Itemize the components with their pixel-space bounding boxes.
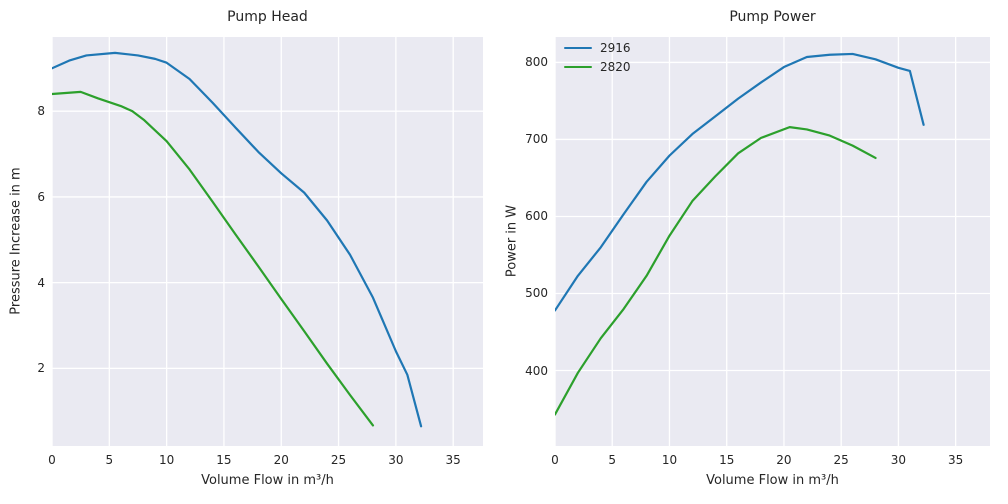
x-tick-label-25: 25 (833, 453, 849, 467)
chart-title-pump-power: Pump Power (729, 9, 816, 25)
x-axis-label-volume-flow: Volume Flow in m³/h (201, 473, 334, 488)
plot-area-pump-power (555, 37, 990, 446)
x-tick-label-30: 30 (388, 453, 404, 467)
chart-title-pump-head: Pump Head (227, 9, 308, 25)
plot-canvas (555, 37, 990, 446)
y-tick-label-6: 6 (37, 189, 45, 204)
y-tick-label-400: 400 (525, 363, 548, 378)
x-tick-label-15: 15 (719, 453, 735, 467)
x-tick-label-0: 0 (551, 453, 559, 467)
x-tick-label-10: 10 (661, 453, 678, 467)
series-line-2820 (555, 126, 877, 416)
legend-label-2820: 2820 (600, 60, 631, 74)
legend-label-2916: 2916 (600, 41, 631, 55)
x-tick-label-30: 30 (890, 453, 907, 467)
y-axis-label-power: Power in W (504, 204, 520, 278)
y-tick-label-2: 2 (37, 361, 45, 376)
y-tick-label-700: 700 (525, 132, 548, 147)
legend-line-2916 (564, 46, 592, 50)
legend-line-2820 (564, 65, 592, 69)
y-tick-label-600: 600 (525, 209, 548, 224)
y-tick-label-8: 8 (37, 104, 45, 119)
x-tick-label-20: 20 (776, 453, 792, 467)
x-tick-label-20: 20 (273, 453, 289, 467)
legend: 2916 2820 (564, 41, 631, 74)
series-line-2820 (52, 90, 375, 427)
x-axis-label-volume-flow: Volume Flow in m³/h (706, 473, 839, 488)
series-line-2916 (52, 51, 423, 428)
legend-item-2916: 2916 (564, 41, 631, 55)
y-tick-label-4: 4 (37, 275, 45, 290)
x-tick-label-35: 35 (445, 453, 461, 467)
series-line-2916 (555, 52, 925, 312)
plot-area-pump-head (52, 37, 483, 446)
y-tick-label-500: 500 (525, 286, 548, 301)
legend-item-2820: 2820 (564, 60, 631, 74)
y-tick-label-800: 800 (525, 55, 548, 70)
x-tick-label-25: 25 (330, 453, 347, 467)
plot-canvas (52, 37, 483, 446)
x-tick-label-0: 0 (48, 453, 56, 467)
x-tick-label-10: 10 (158, 453, 175, 467)
x-tick-label-35: 35 (948, 453, 964, 467)
x-tick-label-5: 5 (608, 453, 617, 467)
x-tick-label-5: 5 (105, 453, 114, 467)
x-tick-label-15: 15 (216, 453, 232, 467)
